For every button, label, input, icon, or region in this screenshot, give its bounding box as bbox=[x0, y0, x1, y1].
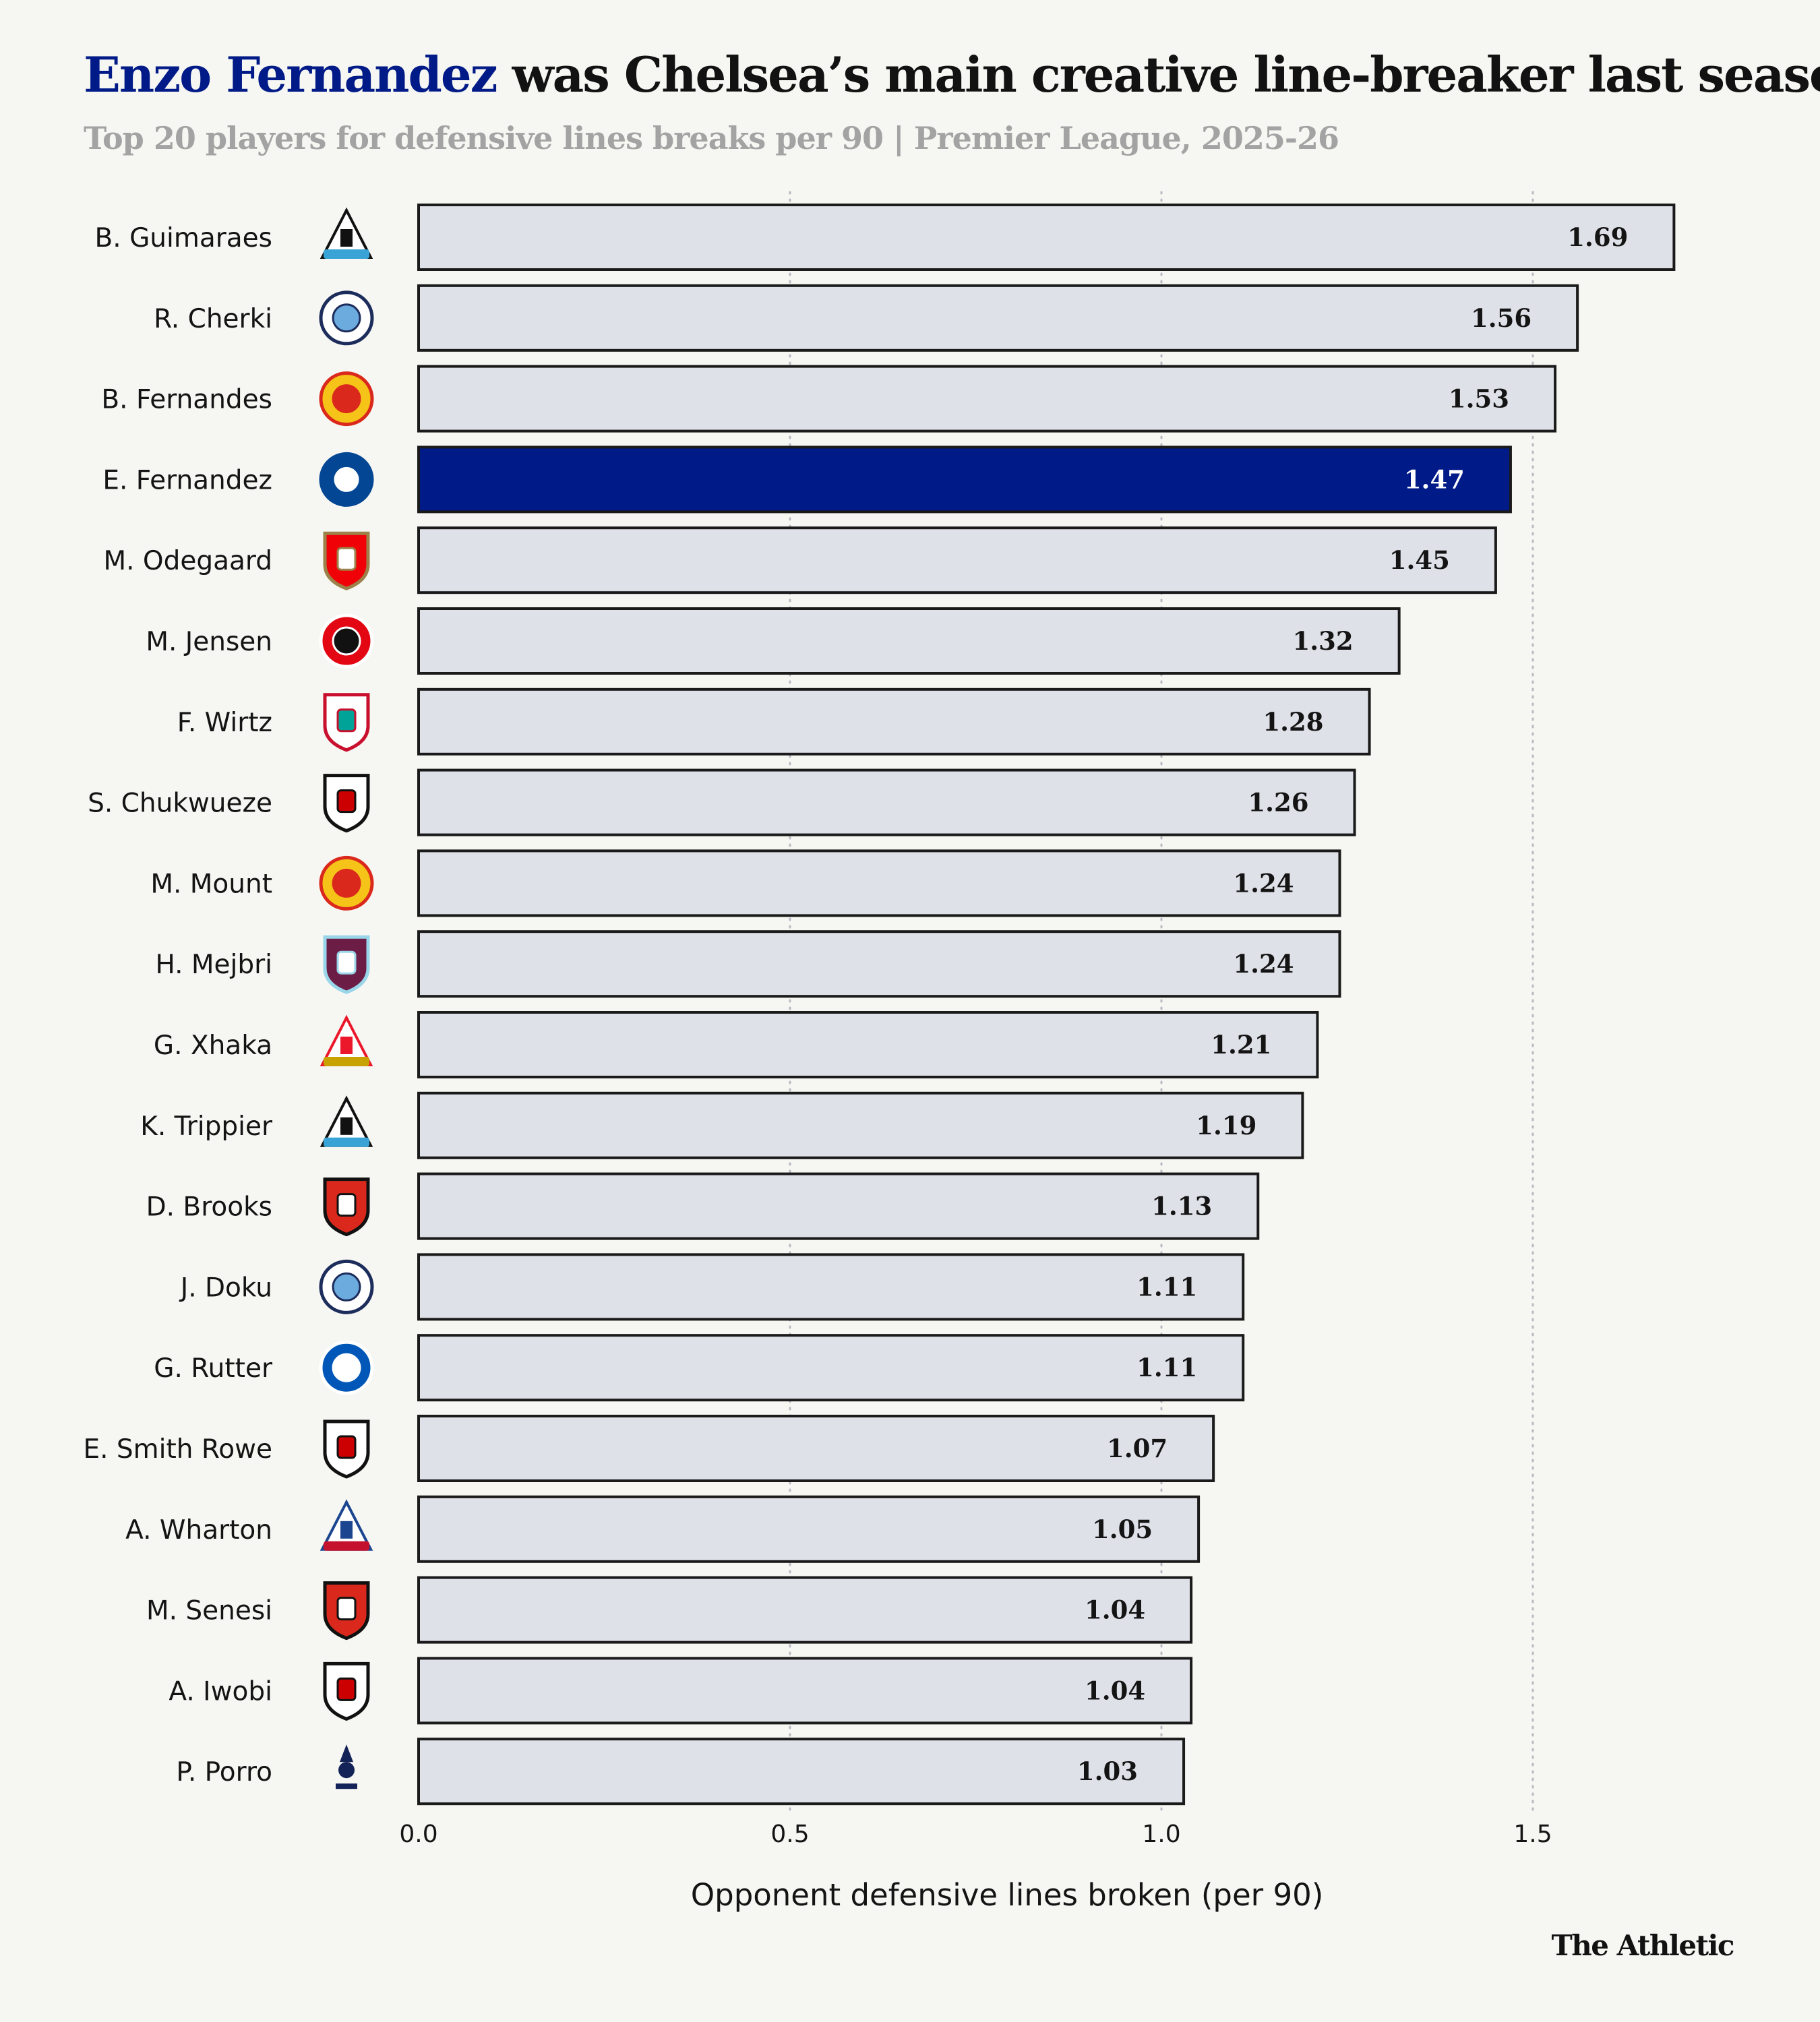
bar bbox=[417, 1334, 1245, 1402]
bar bbox=[417, 687, 1371, 756]
newcastle-crest-icon bbox=[320, 207, 373, 259]
x-tick-label: 1.0 bbox=[1142, 1820, 1180, 1848]
bournemouth-crest-icon bbox=[323, 1581, 370, 1641]
bar bbox=[417, 1738, 1186, 1806]
man-united-crest-icon bbox=[319, 855, 374, 911]
player-name-label: E. Smith Rowe bbox=[83, 1434, 272, 1465]
bar bbox=[417, 1011, 1319, 1078]
bar-value-label: 1.69 bbox=[1567, 222, 1628, 252]
x-tick-label: 0.5 bbox=[770, 1820, 809, 1848]
bar-value-label: 1.26 bbox=[1248, 788, 1308, 818]
bar-value-label: 1.11 bbox=[1136, 1272, 1197, 1301]
sunderland-crest-icon bbox=[320, 1014, 373, 1066]
bar-value-label: 1.28 bbox=[1263, 707, 1323, 737]
player-labels: B. Guimaraes R. Cherki B. Fernandes E. Fern… bbox=[83, 223, 272, 1787]
bar bbox=[417, 1253, 1245, 1321]
player-name-label: B. Guimaraes bbox=[95, 223, 272, 253]
bar bbox=[417, 284, 1579, 352]
title-rest: was Chelsea’s main creative line-breaker… bbox=[496, 46, 1820, 103]
bar bbox=[417, 1576, 1193, 1644]
x-tick-label: 0.0 bbox=[399, 1820, 437, 1848]
chart-title: Enzo Fernandez was Chelsea’s main creati… bbox=[84, 46, 1820, 103]
bar-value-label: 1.03 bbox=[1077, 1756, 1138, 1786]
player-name-label: M. Jensen bbox=[146, 627, 272, 657]
bar-value-label: 1.47 bbox=[1404, 464, 1465, 494]
bar-value-label: 1.13 bbox=[1151, 1192, 1212, 1221]
bournemouth-crest-icon bbox=[323, 1177, 370, 1237]
man-city-crest-icon bbox=[319, 290, 374, 346]
player-name-label: S. Chukwueze bbox=[88, 789, 272, 819]
bar-value-label: 1.05 bbox=[1092, 1514, 1153, 1544]
bar-value-label: 1.04 bbox=[1085, 1595, 1145, 1625]
bar bbox=[417, 1495, 1201, 1563]
bar-value-label: 1.19 bbox=[1196, 1111, 1256, 1140]
player-name-label: G. Xhaka bbox=[154, 1031, 272, 1061]
liverpool-crest-icon bbox=[323, 693, 370, 752]
bar-value-label: 1.04 bbox=[1085, 1676, 1145, 1705]
brand-logo: The Athletic bbox=[1551, 1929, 1734, 1962]
man-united-crest-icon bbox=[319, 371, 374, 427]
bar bbox=[417, 768, 1356, 836]
bar-value-label: 1.21 bbox=[1211, 1030, 1271, 1060]
bar bbox=[417, 1172, 1260, 1240]
player-name-label: A. Iwobi bbox=[169, 1676, 272, 1707]
brighton-crest-icon bbox=[319, 1340, 374, 1395]
bar bbox=[417, 365, 1557, 433]
x-axis-ticks: 0.0 0.5 1.0 1.5 bbox=[399, 1820, 1552, 1848]
player-name-label: E. Fernandez bbox=[102, 465, 272, 495]
fulham-crest-icon bbox=[323, 774, 370, 833]
burnley-crest-icon bbox=[323, 935, 370, 994]
player-name-label: G. Rutter bbox=[154, 1353, 273, 1384]
bar bbox=[417, 204, 1676, 271]
player-name-label: M. Mount bbox=[150, 869, 272, 899]
x-axis-title: Opponent defensive lines broken (per 90) bbox=[691, 1877, 1324, 1913]
bar-value-label: 1.56 bbox=[1471, 303, 1531, 333]
player-name-label: B. Fernandes bbox=[101, 385, 272, 415]
gridlines bbox=[789, 191, 1534, 1814]
bar bbox=[417, 930, 1341, 998]
bar bbox=[417, 1657, 1193, 1725]
player-name-label: P. Porro bbox=[176, 1757, 272, 1787]
fulham-crest-icon bbox=[323, 1661, 370, 1721]
title-highlight: Enzo Fernandez bbox=[84, 46, 498, 103]
bar bbox=[417, 526, 1497, 594]
man-city-crest-icon bbox=[319, 1259, 374, 1314]
player-name-label: K. Trippier bbox=[140, 1111, 273, 1142]
player-name-label: H. Mejbri bbox=[155, 950, 272, 980]
bar bbox=[417, 1091, 1304, 1159]
bars bbox=[417, 204, 1676, 1806]
player-name-label: J. Doku bbox=[179, 1273, 272, 1303]
bar-value-label: 1.11 bbox=[1136, 1353, 1197, 1382]
player-name-label: D. Brooks bbox=[146, 1192, 272, 1223]
bar bbox=[417, 607, 1401, 675]
club-crests bbox=[319, 207, 374, 1789]
player-name-label: R. Cherki bbox=[154, 304, 272, 334]
bar bbox=[417, 1415, 1215, 1482]
value-labels: 1.69 1.56 1.53 1.47 1.45 1.32 1.28 1.26 1.24 1.24… bbox=[1077, 222, 1628, 1786]
player-name-label: M. Odegaard bbox=[103, 546, 272, 576]
fulham-crest-icon bbox=[323, 1419, 370, 1479]
arsenal-crest-icon bbox=[323, 531, 370, 590]
bar-value-label: 1.24 bbox=[1233, 949, 1294, 979]
newcastle-crest-icon bbox=[320, 1095, 373, 1147]
bar-value-label: 1.32 bbox=[1293, 626, 1354, 656]
bar-value-label: 1.53 bbox=[1449, 384, 1509, 414]
player-name-label: F. Wirtz bbox=[177, 708, 272, 738]
bar bbox=[417, 849, 1341, 917]
bar-value-label: 1.45 bbox=[1389, 545, 1450, 575]
crystal-palace-crest-icon bbox=[320, 1499, 373, 1551]
bar-value-label: 1.24 bbox=[1233, 868, 1294, 898]
bar bbox=[417, 446, 1512, 514]
x-tick-label: 1.5 bbox=[1513, 1820, 1552, 1848]
tottenham-crest-icon bbox=[336, 1744, 357, 1789]
chelsea-crest-icon bbox=[319, 452, 374, 507]
bar-value-label: 1.07 bbox=[1107, 1434, 1167, 1463]
player-name-label: A. Wharton bbox=[125, 1515, 272, 1545]
chart-subtitle: Top 20 players for defensive lines break… bbox=[84, 120, 1339, 156]
player-name-label: M. Senesi bbox=[146, 1596, 272, 1626]
brentford-crest-icon bbox=[319, 613, 374, 669]
